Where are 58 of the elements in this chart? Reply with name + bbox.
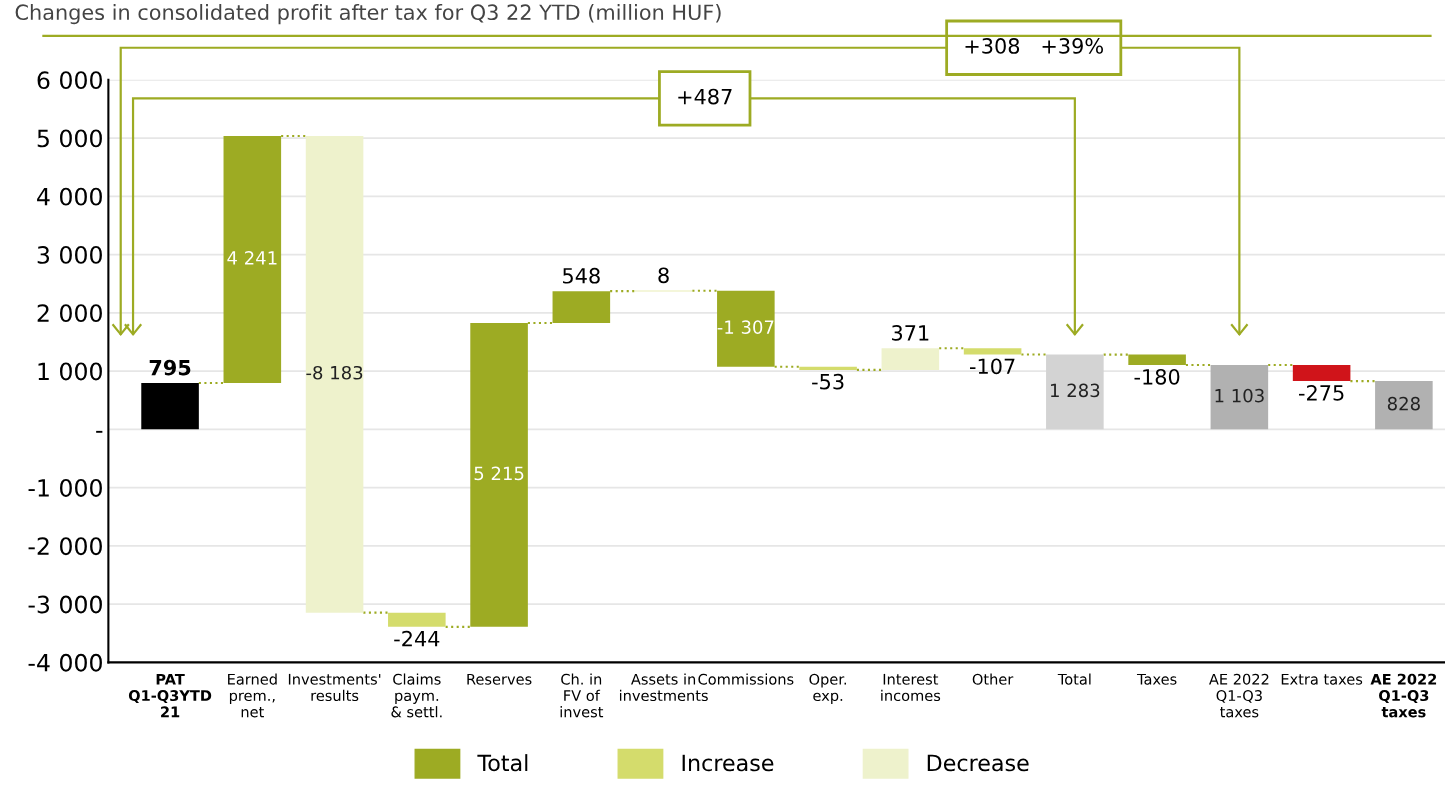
data-label: -53 bbox=[812, 373, 844, 390]
x-tick-label: Ch. in FV of invest bbox=[560, 673, 604, 718]
data-label: 795 bbox=[149, 359, 191, 376]
data-label: -180 bbox=[1134, 368, 1180, 385]
bar bbox=[305, 135, 364, 613]
y-tick-label: - bbox=[96, 430, 103, 433]
x-tick-label: Other bbox=[972, 673, 1014, 685]
bar bbox=[388, 612, 446, 627]
y-tick-label: -4 000 bbox=[28, 653, 102, 672]
legend-label: Total bbox=[477, 754, 528, 772]
bar bbox=[1210, 365, 1269, 430]
legend-label: Decrease bbox=[927, 754, 1029, 772]
legend-label: Increase bbox=[682, 754, 774, 772]
bar bbox=[141, 383, 199, 430]
y-tick-label: 1 000 bbox=[38, 362, 102, 381]
x-tick-label: AE 2022 Q1-Q3 taxes bbox=[1209, 673, 1269, 718]
x-tick-label: AE 2022 Q1-Q3 taxes bbox=[1370, 673, 1437, 718]
y-tick-label: 3 000 bbox=[37, 246, 102, 264]
y-tick-label: 5 000 bbox=[37, 129, 102, 148]
y-tick-label: 4 000 bbox=[37, 187, 102, 206]
data-label: 8 bbox=[658, 267, 669, 284]
x-tick-label: Extra taxes bbox=[1281, 673, 1363, 685]
x-tick-label: Taxes bbox=[1136, 673, 1177, 685]
y-tick-label: 6 000 bbox=[37, 71, 102, 90]
x-tick-label: Investments' results bbox=[288, 673, 381, 702]
data-label: -1 307 bbox=[717, 320, 774, 334]
x-tick-label: Total bbox=[1057, 673, 1091, 685]
data-label: -8 183 bbox=[306, 365, 363, 380]
data-label: 548 bbox=[563, 267, 600, 284]
chart-title: Changes in consolidated profit after tax for Q3 22 YTD (million HUF) bbox=[15, 3, 721, 25]
y-tick-label: -2 000 bbox=[28, 537, 102, 556]
y-tick-label: -3 000 bbox=[28, 595, 102, 614]
x-tick-label: Interest incomes bbox=[881, 673, 941, 702]
data-label: -107 bbox=[969, 358, 1015, 375]
x-tick-label: Commissions bbox=[698, 673, 794, 685]
y-tick-label: -1 000 bbox=[28, 479, 102, 497]
bar bbox=[1046, 354, 1104, 430]
x-tick-label: PAT Q1-Q3YTD 21 bbox=[128, 673, 212, 718]
bar bbox=[799, 366, 857, 370]
data-label: 371 bbox=[892, 325, 929, 341]
bar bbox=[1292, 365, 1351, 382]
data-label: -244 bbox=[394, 630, 440, 647]
x-tick-label: Earned prem., net bbox=[228, 673, 277, 718]
data-label: 1 283 bbox=[1051, 383, 1100, 398]
text: +308 +39% bbox=[965, 38, 1103, 54]
x-tick-label: Reserves bbox=[467, 673, 532, 685]
data-label: 5 215 bbox=[474, 466, 524, 481]
bar bbox=[963, 348, 1022, 355]
annotation: +487 bbox=[678, 88, 732, 105]
data-label: 4 241 bbox=[227, 251, 277, 265]
data-label: -275 bbox=[1299, 384, 1344, 401]
bar bbox=[881, 348, 940, 370]
data-label: 828 bbox=[1387, 396, 1420, 411]
x-tick-label: Claims paym. & settl. bbox=[391, 673, 442, 718]
data-label: 1 103 bbox=[1215, 388, 1264, 403]
x-tick-label: Oper. exp. bbox=[809, 673, 847, 704]
y-tick-label: 2 000 bbox=[37, 304, 102, 323]
bar bbox=[1375, 381, 1433, 430]
